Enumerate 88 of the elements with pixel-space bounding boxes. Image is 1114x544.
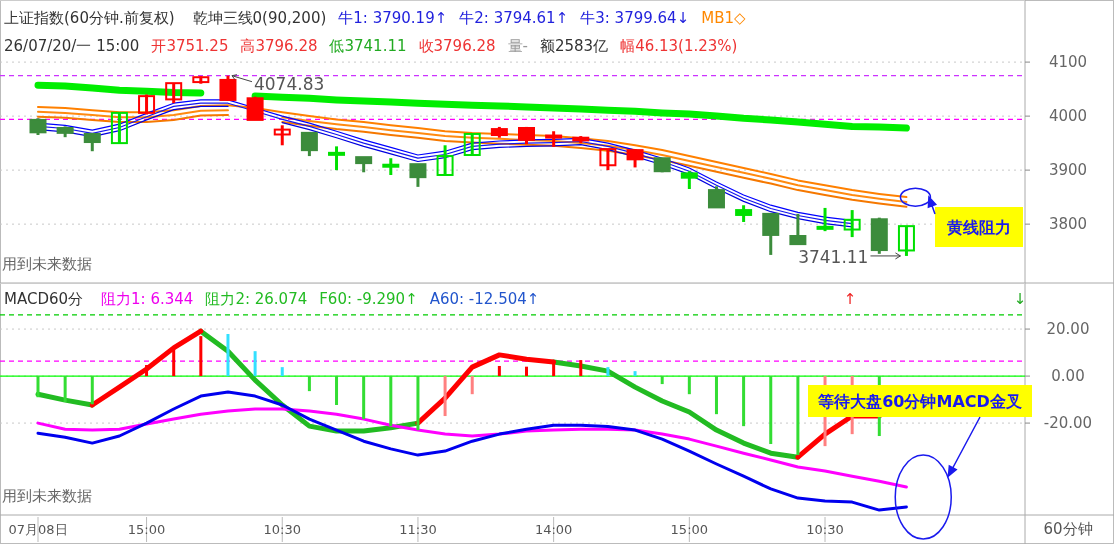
candlestick — [110, 111, 128, 145]
bar — [226, 334, 230, 377]
annotation: 用到未来数据 — [2, 487, 92, 505]
candlestick — [707, 186, 725, 209]
bar — [253, 351, 257, 377]
x-tick-label: 07月08日 — [8, 522, 68, 537]
x-axis-title: 60分钟 — [1043, 520, 1093, 538]
annotation: 牛3: 3799.64↓ — [580, 9, 690, 27]
y-tick-label: 20.00 — [1046, 320, 1090, 339]
candlestick — [897, 225, 915, 256]
candlestick — [138, 94, 156, 115]
bar — [416, 376, 420, 431]
annotation: 黄线阻力 — [946, 218, 1011, 237]
annotation: 开3751.25 — [151, 37, 229, 55]
annotation: 4074.83 — [253, 73, 325, 94]
bar — [742, 376, 746, 427]
candlestick — [219, 75, 237, 101]
candlestick — [328, 146, 346, 172]
bar — [552, 361, 556, 377]
x-tick-label: 15:00 — [127, 522, 166, 537]
candlestick — [816, 206, 834, 233]
bar — [769, 376, 773, 445]
candlestick — [409, 163, 427, 187]
candlestick — [300, 131, 318, 158]
annotation: 收3796.28 — [418, 37, 496, 55]
annotation: MB1◇ — [701, 9, 746, 27]
bar — [633, 371, 637, 377]
candlestick — [165, 82, 183, 105]
y-tick-label: 0.00 — [1051, 367, 1085, 386]
bar — [660, 376, 664, 385]
bar — [389, 376, 393, 427]
candlestick — [843, 210, 861, 239]
bar — [525, 366, 528, 377]
bar — [63, 376, 67, 402]
annotation: 牛1: 3790.19↑ — [338, 9, 448, 27]
x-tick-label: 15:00 — [670, 522, 709, 537]
bar — [145, 365, 149, 377]
annotation: 26/07/20/一 15:00 — [4, 37, 140, 55]
y-tick-label: 3900 — [1048, 161, 1088, 180]
bar — [172, 347, 176, 377]
candlestick — [599, 148, 617, 172]
y-tick-label: 4000 — [1048, 107, 1088, 126]
annotation: 阻力1: 6.344 — [101, 290, 194, 308]
bar — [687, 376, 691, 395]
annotation: 牛2: 3794.61↑ — [459, 9, 569, 27]
candlestick — [463, 132, 481, 156]
bar — [470, 376, 474, 395]
bar — [796, 376, 800, 456]
text: 上证指数(60分钟.前复权) — [4, 9, 175, 27]
annotation: 量- — [507, 37, 528, 55]
annotation: ↓ — [1013, 290, 1027, 308]
candlestick — [626, 149, 644, 168]
annotation: ↑ — [843, 290, 857, 308]
annotation: 用到未来数据 — [2, 255, 92, 273]
bar — [362, 376, 366, 420]
y-tick-label: 4100 — [1048, 53, 1088, 72]
bar — [199, 336, 203, 377]
bar — [714, 376, 718, 415]
bar — [335, 376, 339, 405]
annotation: 乾坤三线0(90,200) — [192, 9, 327, 27]
x-tick-label: 10:30 — [263, 522, 301, 537]
x-tick-label: 11:30 — [399, 522, 437, 537]
text: MACD60分 — [4, 290, 84, 308]
annotation: 阻力2: 26.074 — [205, 290, 308, 308]
bar — [36, 376, 40, 398]
bar — [280, 367, 284, 377]
annotation: A60: -12.504↑ — [429, 290, 540, 308]
bar — [90, 376, 94, 405]
annotation: 高3796.28 — [240, 37, 318, 55]
y-tick-label: 3800 — [1048, 215, 1088, 234]
annotation: 等待大盘60分钟MACD金叉 — [817, 392, 1022, 411]
bar — [443, 376, 447, 417]
annotation: F60: -9.290↑ — [319, 290, 418, 308]
bar — [579, 360, 583, 377]
y-tick-label: -20.00 — [1043, 414, 1093, 433]
candlestick — [762, 212, 780, 255]
x-tick-label: 10:30 — [806, 522, 844, 537]
candlestick — [273, 125, 291, 146]
annotation: 3741.11 — [798, 246, 869, 267]
candlestick — [436, 145, 454, 176]
annotation: 幅46.13(1.23%) — [620, 37, 738, 55]
x-tick-label: 14:00 — [534, 522, 573, 537]
bar — [606, 367, 610, 377]
bar — [307, 376, 311, 392]
bar — [497, 365, 501, 377]
annotation: 额2583亿 — [539, 37, 609, 55]
annotation: 低3741.11 — [329, 37, 407, 55]
candlestick — [789, 212, 807, 246]
